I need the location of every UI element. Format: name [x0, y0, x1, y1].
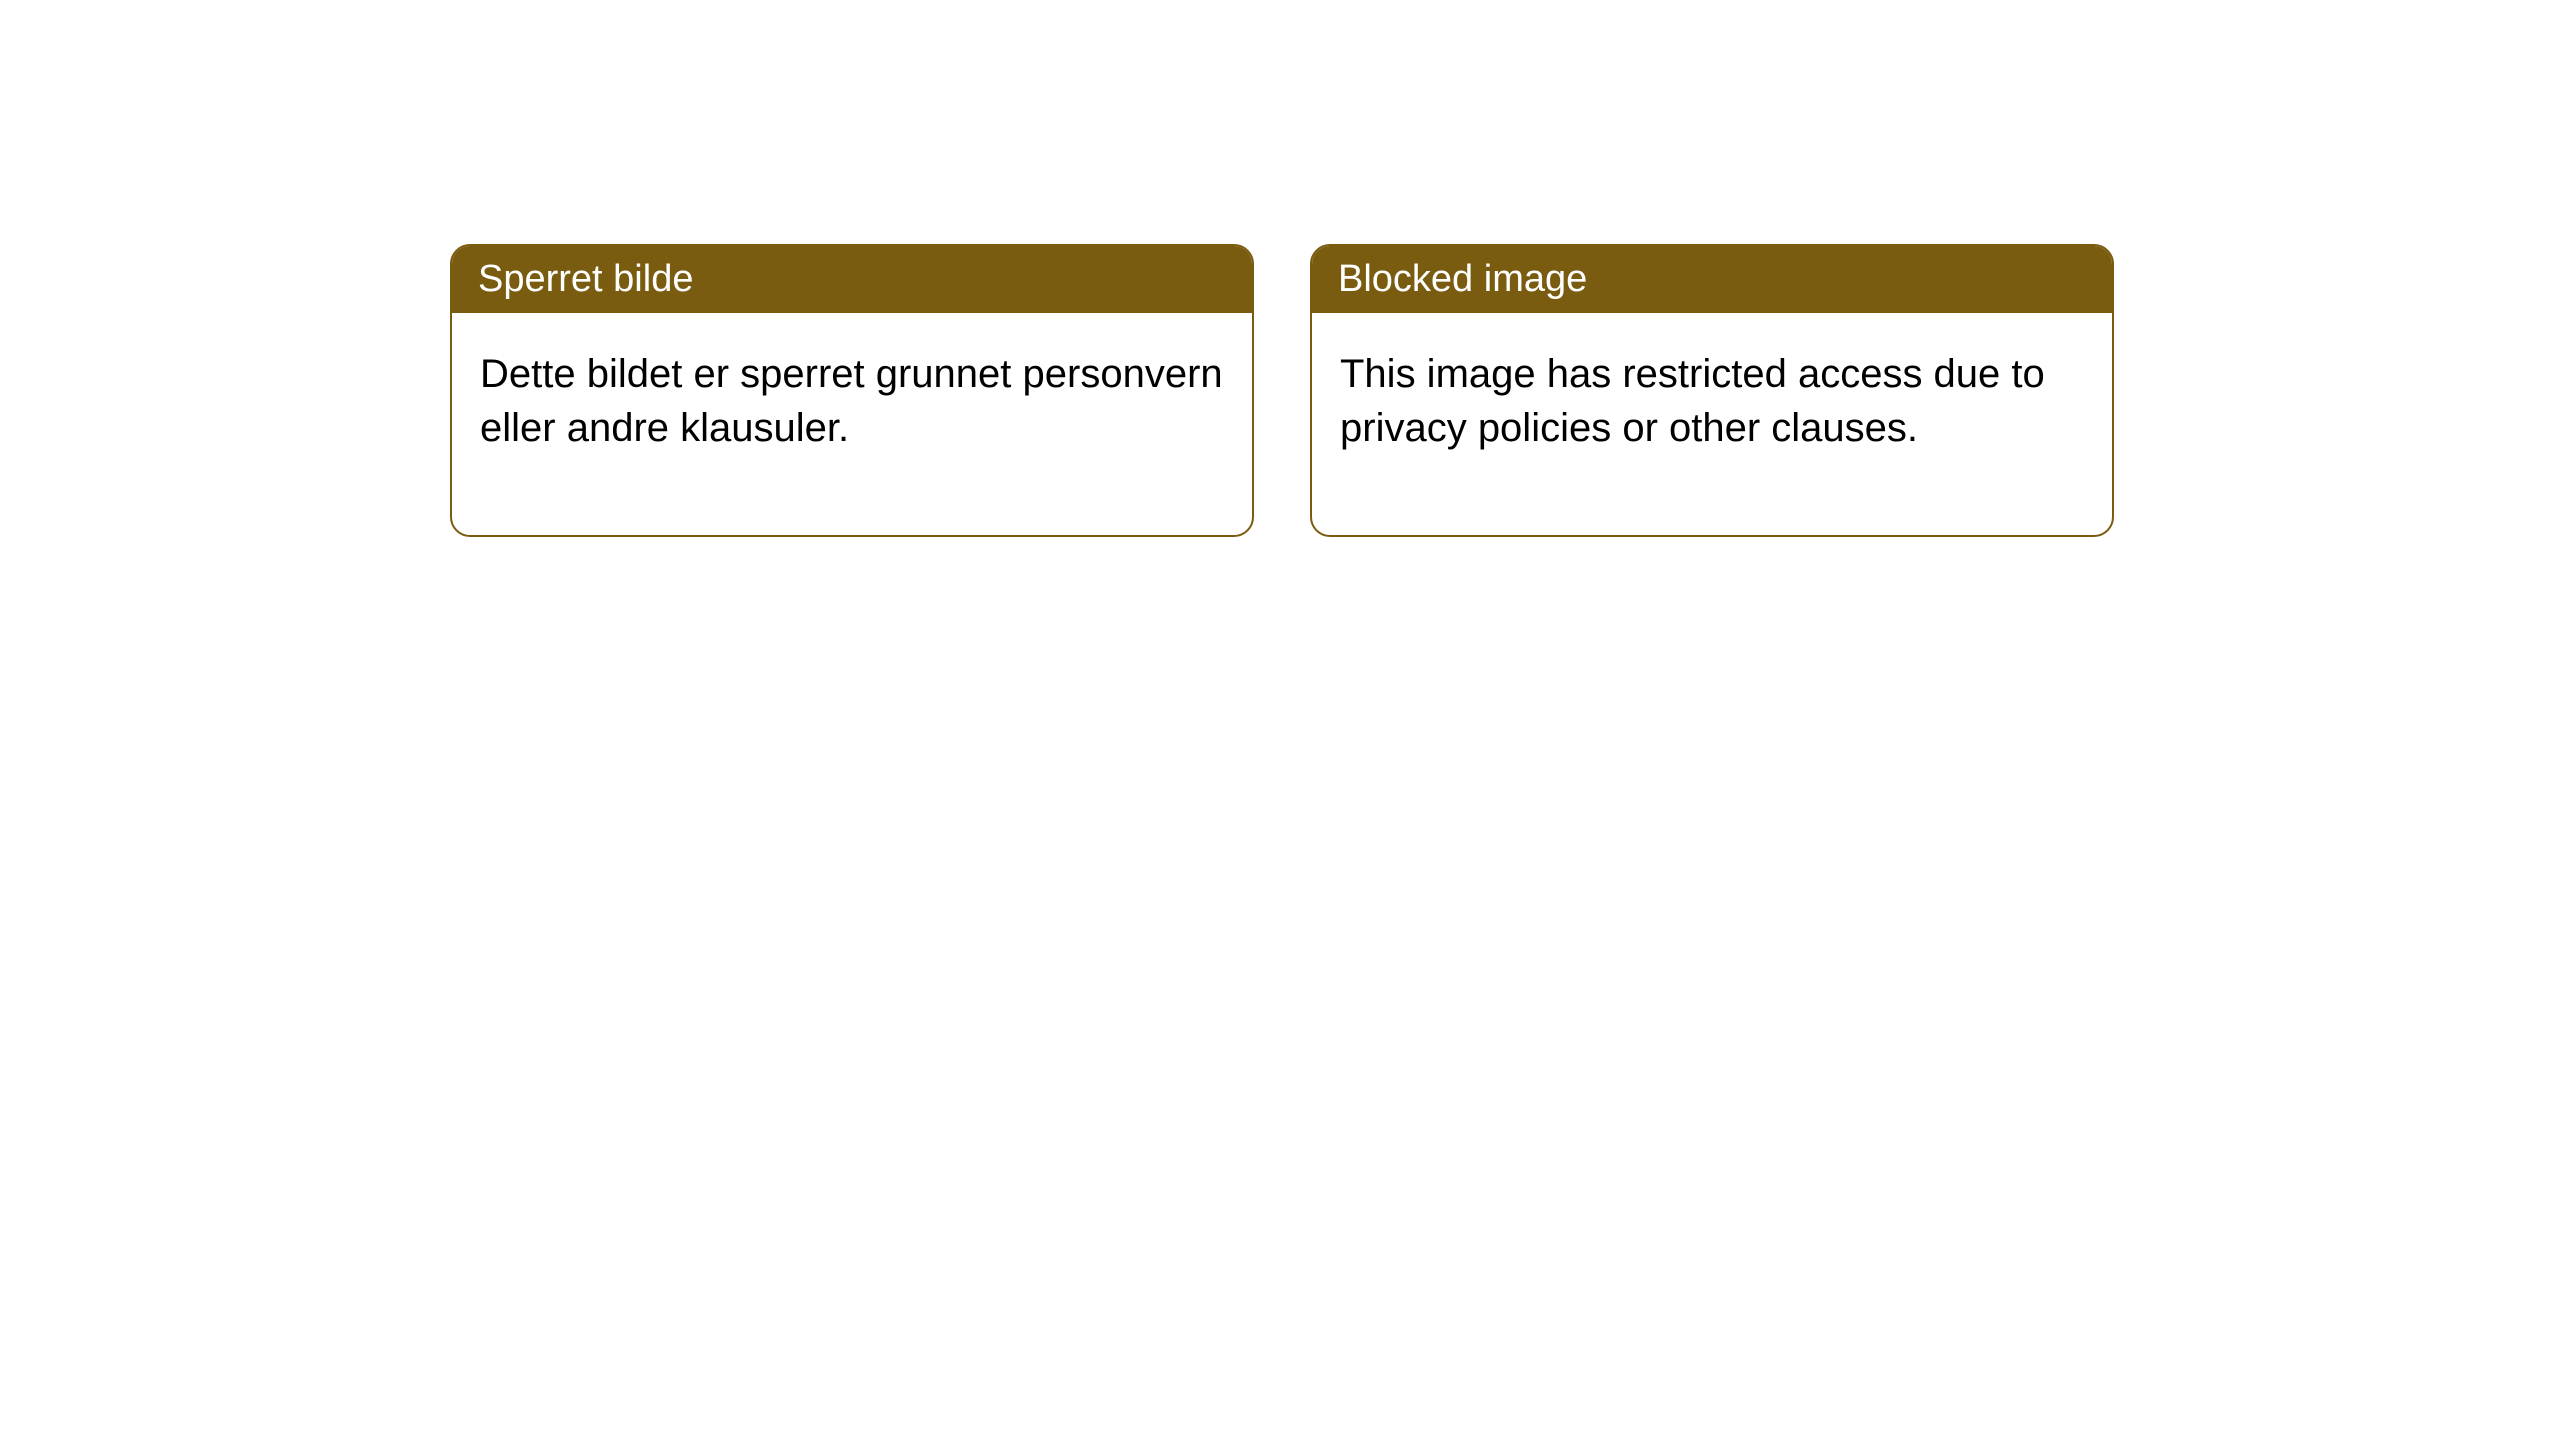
- blocked-image-notice-container: Sperret bilde Dette bildet er sperret gr…: [450, 244, 2560, 537]
- card-body-no: Dette bildet er sperret grunnet personve…: [452, 313, 1252, 535]
- card-title-en: Blocked image: [1338, 258, 1587, 300]
- blocked-image-card-en: Blocked image This image has restricted …: [1310, 244, 2114, 537]
- card-body-text-no: Dette bildet er sperret grunnet personve…: [480, 352, 1223, 450]
- blocked-image-card-no: Sperret bilde Dette bildet er sperret gr…: [450, 244, 1254, 537]
- card-header-en: Blocked image: [1312, 246, 2112, 313]
- card-title-no: Sperret bilde: [478, 258, 693, 300]
- card-body-en: This image has restricted access due to …: [1312, 313, 2112, 535]
- card-header-no: Sperret bilde: [452, 246, 1252, 313]
- card-body-text-en: This image has restricted access due to …: [1340, 352, 2045, 450]
